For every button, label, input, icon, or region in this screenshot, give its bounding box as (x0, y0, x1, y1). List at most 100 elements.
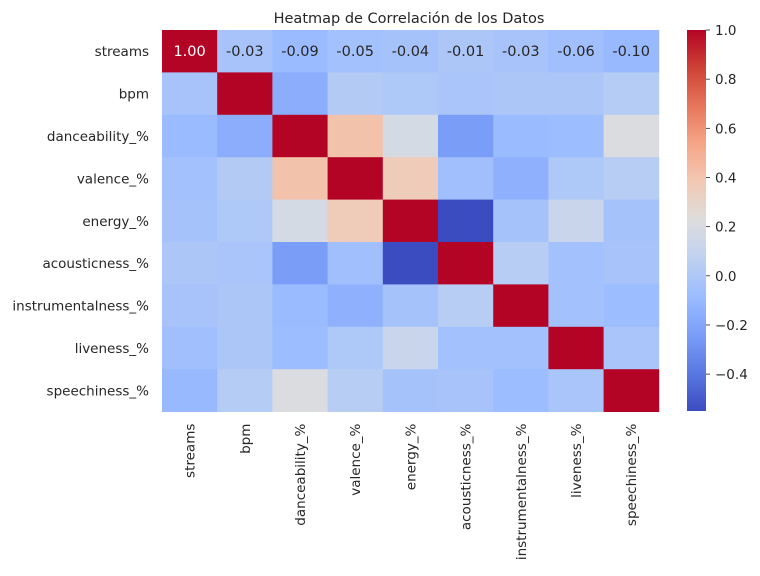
heatmap-cell-streams-energy (382, 30, 439, 73)
colorbar-tick-label: 0.4 (715, 170, 736, 186)
heatmap-cell-valence-streams (162, 157, 218, 200)
heatmap-cell-instrumentalness-acousticness (438, 284, 494, 328)
cell-annotations: 1.00 -0.03 -0.09 -0.05 -0.04 -0.01 -0.03 -0.06 -… (173, 44, 650, 60)
heatmap-cell-liveness-liveness (548, 326, 604, 370)
heatmap-cell-valence-instrumentalness (493, 157, 549, 200)
x-tick-label-liveness: liveness_% (569, 423, 585, 497)
heatmap-cell-acousticness-danceability (272, 242, 328, 285)
heatmap-cell-speechiness-liveness (548, 369, 604, 412)
heatmap-cell-streams-liveness (548, 30, 604, 73)
heatmap-cell-danceability-instrumentalness (493, 114, 549, 158)
x-tick-label-danceability: danceability_% (293, 423, 309, 525)
heatmap-cell-bpm-streams (162, 72, 218, 116)
x-tick-label-speechiness: speechiness_% (624, 423, 640, 526)
heatmap-cell-acousticness-bpm (217, 242, 273, 285)
heatmap-cell-acousticness-energy (382, 242, 439, 285)
y-tick-label-bpm: bpm (119, 87, 149, 103)
heatmap-cell-bpm-valence (327, 72, 384, 116)
heatmap-cell-streams-acousticness (438, 30, 494, 73)
y-tick-label-instrumentalness: instrumentalness_% (12, 299, 149, 315)
heatmap-cell-speechiness-speechiness (603, 369, 660, 412)
heatmap-cell-energy-danceability (272, 199, 328, 243)
heatmap-cell-instrumentalness-speechiness (603, 284, 660, 328)
heatmap-cell-danceability-energy (382, 114, 439, 158)
heatmap-cell-energy-speechiness (603, 199, 660, 243)
heatmap-cells (162, 30, 660, 412)
heatmap-cell-speechiness-bpm (217, 369, 273, 412)
heatmap-cell-speechiness-danceability (272, 369, 328, 412)
heatmap-cell-valence-valence (327, 157, 384, 200)
heatmap-cell-liveness-speechiness (603, 326, 660, 370)
colorbar-tick-label: −0.2 (715, 318, 748, 334)
heatmap-cell-bpm-speechiness (603, 72, 660, 116)
colorbar-ticks: 1.0 0.8 0.6 0.4 0.2 0.0 −0.2 −0.4 (706, 23, 748, 383)
heatmap-cell-energy-streams (162, 199, 218, 243)
heatmap-cell-energy-acousticness (438, 199, 494, 243)
colorbar-tick-label: −0.4 (715, 367, 748, 383)
heatmap-cell-instrumentalness-streams (162, 284, 218, 328)
y-tick-label-speechiness: speechiness_% (47, 383, 150, 399)
heatmap-cell-liveness-streams (162, 326, 218, 370)
heatmap-cell-streams-streams (162, 30, 218, 73)
heatmap-cell-energy-valence (327, 199, 384, 243)
cell-annotation-valence: -0.05 (336, 44, 374, 60)
cell-annotation-acousticness: -0.01 (447, 44, 485, 60)
y-tick-label-acousticness: acousticness_% (42, 256, 149, 272)
heatmap-cell-streams-valence (327, 30, 384, 73)
chart-title: Heatmap de Correlación de los Datos (274, 11, 545, 27)
heatmap-cell-speechiness-energy (382, 369, 439, 412)
colorbar-tick-label: 1.0 (715, 23, 736, 39)
cell-annotation-speechiness: -0.10 (612, 44, 650, 60)
heatmap-cell-acousticness-acousticness (438, 242, 494, 285)
y-tick-labels: streams bpm danceability_% valence_% energy_… (12, 44, 149, 399)
heatmap-cell-speechiness-streams (162, 369, 218, 412)
x-tick-label-bpm: bpm (238, 424, 254, 454)
heatmap-cell-energy-liveness (548, 199, 604, 243)
heatmap-cell-energy-instrumentalness (493, 199, 549, 243)
y-tick-label-valence: valence_% (77, 171, 149, 187)
heatmap-cell-danceability-speechiness (603, 114, 660, 158)
heatmap-cell-acousticness-streams (162, 242, 218, 285)
heatmap-cell-instrumentalness-danceability (272, 284, 328, 328)
heatmap-cell-bpm-energy (382, 72, 439, 116)
heatmap-cell-bpm-danceability (272, 72, 328, 116)
heatmap-cell-instrumentalness-liveness (548, 284, 604, 328)
heatmap-cell-danceability-bpm (217, 114, 273, 158)
heatmap-cell-speechiness-instrumentalness (493, 369, 549, 412)
cell-annotation-energy: -0.04 (392, 44, 430, 60)
heatmap-cell-speechiness-valence (327, 369, 384, 412)
heatmap-cell-instrumentalness-valence (327, 284, 384, 328)
cell-annotation-liveness: -0.06 (557, 44, 595, 60)
heatmap-cell-instrumentalness-instrumentalness (493, 284, 549, 328)
heatmap-cell-streams-instrumentalness (493, 30, 549, 73)
heatmap-cell-energy-bpm (217, 199, 273, 243)
cell-annotation-bpm: -0.03 (226, 44, 264, 60)
heatmap-cell-instrumentalness-energy (382, 284, 439, 328)
cell-annotation-streams: 1.00 (173, 44, 205, 60)
heatmap-cell-valence-danceability (272, 157, 328, 200)
y-tick-label-liveness: liveness_% (75, 341, 149, 357)
heatmap-cell-liveness-instrumentalness (493, 326, 549, 370)
heatmap-cell-danceability-danceability (272, 114, 328, 158)
x-tick-label-energy: energy_% (403, 423, 419, 490)
heatmap-cell-bpm-bpm (217, 72, 273, 116)
heatmap-cell-danceability-acousticness (438, 114, 494, 158)
heatmap-cell-valence-acousticness (438, 157, 494, 200)
y-tick-label-danceability: danceability_% (47, 129, 149, 145)
heatmap-cell-bpm-instrumentalness (493, 72, 549, 116)
y-tick-label-streams: streams (95, 44, 149, 60)
x-tick-labels: streams bpm danceability_% valence_% energy_… (183, 423, 641, 560)
heatmap-cell-acousticness-instrumentalness (493, 242, 549, 285)
heatmap-cell-acousticness-liveness (548, 242, 604, 285)
heatmap-cell-energy-energy (382, 199, 439, 243)
heatmap-cell-danceability-valence (327, 114, 384, 158)
heatmap-cell-valence-bpm (217, 157, 273, 200)
heatmap-cell-streams-bpm (217, 30, 273, 73)
heatmap-cell-danceability-liveness (548, 114, 604, 158)
heatmap-cell-danceability-streams (162, 114, 218, 158)
colorbar (687, 30, 706, 411)
x-tick-label-streams: streams (183, 424, 199, 478)
heatmap-cell-acousticness-speechiness (603, 242, 660, 285)
heatmap-cell-instrumentalness-bpm (217, 284, 273, 328)
heatmap-cell-speechiness-acousticness (438, 369, 494, 412)
